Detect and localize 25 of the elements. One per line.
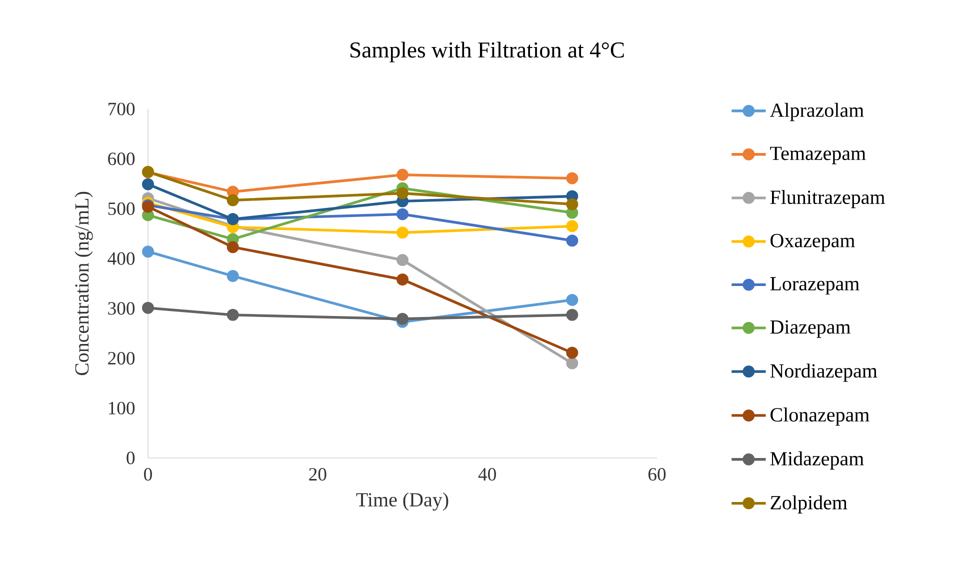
legend-label: Flunitrazepam [770, 190, 885, 208]
legend-label: Oxazepam [770, 234, 855, 252]
legend-label: Zolpidem [770, 495, 848, 514]
chart-title: Samples with Filtration at 4°C [350, 42, 624, 62]
x-axis-title: Time (Day) [356, 492, 448, 511]
legend-label: Lorazepam [770, 277, 860, 295]
x-tick-label: 40 [478, 468, 496, 481]
y-tick-label: 500 [108, 202, 135, 216]
y-tick-label: 200 [108, 352, 135, 365]
y-tick-label: 0 [126, 452, 135, 464]
legend-label: Temazepam [770, 146, 866, 164]
x-tick-label: 60 [648, 468, 666, 481]
legend-label: Alprazolam [770, 102, 864, 122]
y-tick-label: 300 [108, 302, 135, 315]
y-tick-label: 100 [108, 402, 135, 414]
y-tick-label: 600 [108, 152, 135, 166]
legend-label: Clonazepam [770, 408, 870, 426]
legend-label: Midazepam [770, 451, 864, 470]
y-axis-title: Concentration (ng/mL) [74, 192, 93, 376]
y-tick-label: 400 [108, 252, 135, 265]
legend-label: Diazepam [770, 320, 851, 338]
y-tick-label: 700 [108, 102, 135, 116]
legend-label: Nordiazepam [770, 364, 878, 382]
x-tick-label: 20 [309, 468, 326, 481]
x-tick-label: 0 [144, 468, 152, 481]
